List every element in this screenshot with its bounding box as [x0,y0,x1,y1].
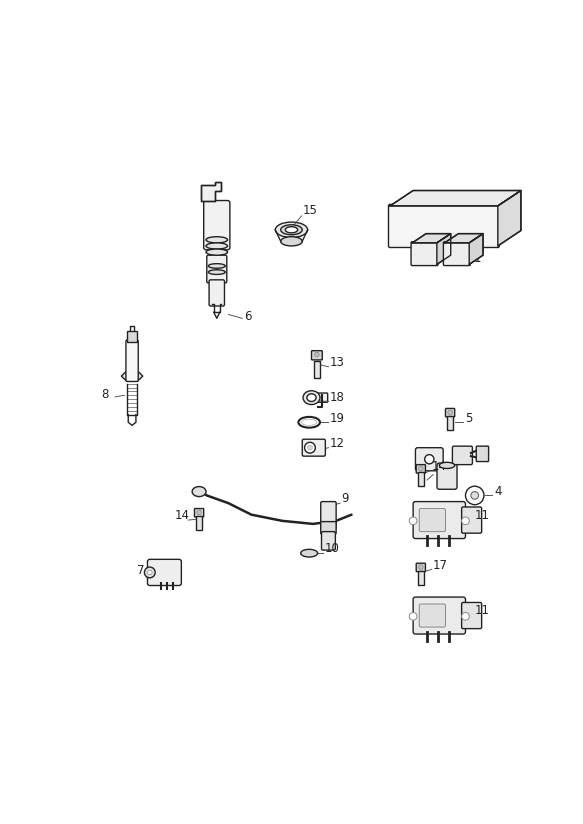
FancyBboxPatch shape [462,602,482,629]
Polygon shape [445,234,483,243]
Circle shape [145,567,155,578]
FancyBboxPatch shape [416,465,426,473]
Ellipse shape [280,236,302,246]
Ellipse shape [301,419,317,425]
Text: 1: 1 [473,252,481,265]
Circle shape [462,612,469,620]
Text: 14: 14 [431,460,447,473]
FancyBboxPatch shape [388,204,500,247]
FancyBboxPatch shape [195,508,203,517]
Ellipse shape [298,417,320,428]
Text: 4: 4 [494,485,501,498]
FancyBboxPatch shape [452,446,472,465]
Polygon shape [437,234,451,265]
Circle shape [409,517,417,525]
Polygon shape [498,190,521,246]
Text: 10: 10 [325,542,339,555]
FancyBboxPatch shape [321,531,335,550]
FancyBboxPatch shape [203,200,230,250]
Circle shape [462,517,469,525]
FancyBboxPatch shape [207,255,227,283]
FancyBboxPatch shape [444,241,470,265]
Circle shape [315,352,319,357]
Circle shape [147,570,152,575]
Ellipse shape [280,225,302,235]
Polygon shape [121,371,143,382]
FancyBboxPatch shape [147,559,181,586]
Text: 14: 14 [174,509,189,522]
Ellipse shape [206,243,227,249]
FancyBboxPatch shape [437,463,457,489]
FancyBboxPatch shape [476,446,489,461]
FancyBboxPatch shape [127,331,138,342]
FancyBboxPatch shape [321,522,336,534]
Ellipse shape [303,391,320,405]
Ellipse shape [208,264,225,269]
FancyBboxPatch shape [321,502,336,529]
FancyBboxPatch shape [302,439,325,456]
Circle shape [471,492,479,499]
Text: 5: 5 [465,411,472,424]
Text: 3: 3 [417,471,424,485]
FancyBboxPatch shape [411,241,438,265]
FancyBboxPatch shape [311,351,322,360]
Text: 11: 11 [475,508,490,522]
FancyBboxPatch shape [416,447,443,471]
Ellipse shape [192,487,206,497]
Text: 7: 7 [138,564,145,577]
FancyBboxPatch shape [196,516,202,530]
Ellipse shape [285,227,298,233]
Circle shape [304,442,315,453]
FancyBboxPatch shape [418,571,423,585]
Circle shape [409,612,417,620]
Circle shape [196,510,201,515]
Circle shape [308,446,312,450]
Text: 13: 13 [330,356,345,369]
Ellipse shape [275,222,308,237]
FancyBboxPatch shape [418,472,423,486]
Text: 12: 12 [330,437,345,450]
Ellipse shape [307,394,316,401]
FancyBboxPatch shape [312,393,328,402]
FancyBboxPatch shape [419,508,445,531]
Text: 15: 15 [302,204,317,218]
Ellipse shape [206,249,227,255]
FancyBboxPatch shape [462,507,482,533]
Ellipse shape [206,236,227,243]
FancyBboxPatch shape [419,604,445,627]
FancyBboxPatch shape [314,361,320,377]
Text: 17: 17 [433,559,448,572]
FancyBboxPatch shape [413,502,465,539]
Circle shape [424,455,434,464]
Polygon shape [469,234,483,265]
Circle shape [465,486,484,504]
Polygon shape [201,182,222,200]
Text: 8: 8 [101,387,108,400]
FancyBboxPatch shape [413,597,465,634]
Text: 19: 19 [330,411,345,424]
Circle shape [419,466,423,471]
Polygon shape [390,190,521,206]
FancyBboxPatch shape [447,416,453,430]
Text: 9: 9 [342,493,349,505]
Circle shape [448,410,452,414]
Text: 18: 18 [330,391,345,404]
Circle shape [419,564,423,569]
FancyBboxPatch shape [126,339,138,382]
Ellipse shape [208,269,225,274]
Text: 6: 6 [244,310,251,323]
Ellipse shape [301,550,318,557]
FancyBboxPatch shape [416,563,426,572]
FancyBboxPatch shape [209,280,224,306]
Text: 11: 11 [475,604,490,617]
FancyBboxPatch shape [445,409,455,417]
Polygon shape [412,234,451,243]
Ellipse shape [440,462,455,469]
